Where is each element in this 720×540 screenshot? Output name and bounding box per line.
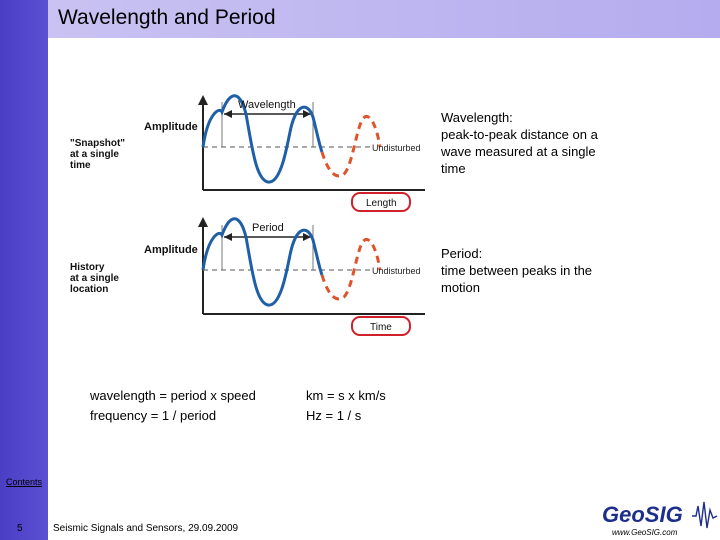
period-desc-line: Period: [441, 246, 483, 261]
snapshot-undisturbed-label: Undisturbed [372, 143, 421, 153]
snapshot-wave-solid [201, 94, 324, 184]
period-description: Period: time between peaks in the motion [441, 245, 592, 296]
contents-link[interactable]: Contents [6, 477, 43, 487]
wavelength-description: Wavelength: peak-to-peak distance on a w… [441, 109, 598, 177]
history-y-axis-arrow [198, 217, 208, 227]
snapshot-bottom-label: Length [366, 198, 397, 209]
formula-line: wavelength = period x speed [90, 388, 256, 403]
snapshot-side-line-1: "Snapshot" [70, 138, 125, 149]
wave-diagram: Wavelength Amplitude "Snapshot" at a sin… [70, 94, 425, 336]
period-desc-line: time between peaks in the [441, 263, 593, 278]
snapshot-y-axis-arrow [198, 95, 208, 105]
history-wave-dashed [320, 237, 382, 301]
history-top-label: Period [252, 222, 284, 234]
history-side-line-1: History [70, 262, 105, 273]
wavelength-desc-line: Wavelength: [441, 110, 513, 125]
page-number: 5 [17, 523, 23, 534]
history-bottom-label-box [351, 316, 411, 336]
formula-line: Hz = 1 / s [306, 408, 362, 423]
snapshot-panel: Wavelength Amplitude "Snapshot" at a sin… [70, 94, 425, 212]
history-side-line-3: location [70, 284, 108, 295]
wavelength-desc-line: wave measured at a single [441, 144, 596, 159]
period-desc-line: motion [441, 280, 481, 295]
snapshot-top-label: Wavelength [238, 99, 296, 111]
formula-line: km = s x km/s [306, 388, 386, 403]
wavelength-desc-line: peak-to-peak distance on a [441, 127, 598, 142]
logo-url: www.GeoSIG.com [612, 528, 678, 537]
geosig-logo: GeoSIG [602, 501, 718, 529]
formula-units: km = s x km/s Hz = 1 / s [306, 386, 386, 426]
history-bottom-label: Time [370, 322, 392, 333]
history-undisturbed-label: Undisturbed [372, 266, 421, 276]
history-panel: Period Amplitude History at a single loc… [70, 217, 425, 336]
footer-text: Seismic Signals and Sensors, 29.09.2009 [53, 523, 239, 534]
history-wave-solid [201, 217, 324, 307]
snapshot-bottom-label-box [351, 192, 411, 212]
snapshot-wave-dashed [320, 114, 382, 178]
title-bar [48, 0, 720, 38]
seismograph-icon [692, 501, 718, 529]
wavelength-desc-line: time [441, 161, 466, 176]
logo-text: GeoSIG [602, 502, 683, 527]
formula-line: frequency = 1 / period [90, 408, 217, 423]
snapshot-axis-label: Amplitude [144, 121, 198, 133]
history-side-line-2: at a single [70, 273, 119, 284]
slide-title: Wavelength and Period [58, 6, 276, 29]
snapshot-side-line-2: at a single [70, 149, 119, 160]
snapshot-side-line-3: time [70, 160, 91, 171]
left-sidebar-bar [0, 0, 48, 540]
history-axis-label: Amplitude [144, 244, 198, 256]
formula-left: wavelength = period x speed frequency = … [90, 386, 256, 426]
